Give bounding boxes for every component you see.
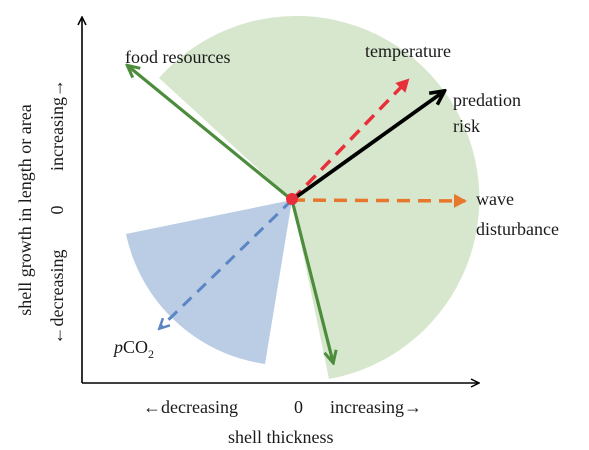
- y-axis-increasing-label: increasing→: [47, 79, 67, 171]
- wave-disturbance-label-line2: disturbance: [476, 219, 559, 239]
- predation-risk-arrow: [290, 92, 443, 202]
- wave-disturbance-arrow: [291, 193, 467, 208]
- predation-risk-label-line1: predation: [453, 90, 521, 110]
- pco2-label: pCO2: [112, 337, 154, 361]
- pco2-label-subscript: 2: [148, 347, 154, 361]
- temperature-label: temperature: [365, 41, 451, 61]
- food-resources-arrow: [128, 66, 294, 202]
- temperature-arrow: [290, 78, 410, 202]
- x-axis-decreasing-label: ←decreasing: [143, 397, 238, 417]
- green-sector: [159, 15, 480, 380]
- blue-sector: [126, 200, 292, 364]
- origin-dot: [286, 193, 298, 205]
- shell-thickness-arrow: [290, 199, 333, 362]
- y-axis-title: shell growth in length or area: [15, 104, 35, 315]
- y-axis-decreasing-label: ←decreasing: [47, 250, 67, 345]
- x-axis-title: shell thickness: [228, 427, 334, 447]
- wave-disturbance-label-line1: wave: [476, 189, 514, 209]
- pco2-label-prefix: p: [112, 337, 123, 357]
- y-axis-zero-label: 0: [47, 206, 67, 215]
- x-axis-increasing-label: increasing→: [330, 397, 422, 417]
- predation-risk-label-line2: risk: [453, 116, 480, 136]
- x-axis-zero-label: 0: [294, 397, 303, 417]
- pco2-arrow: [160, 198, 294, 328]
- pco2-label-main: CO: [123, 337, 148, 357]
- food-resources-label: food resources: [125, 47, 230, 67]
